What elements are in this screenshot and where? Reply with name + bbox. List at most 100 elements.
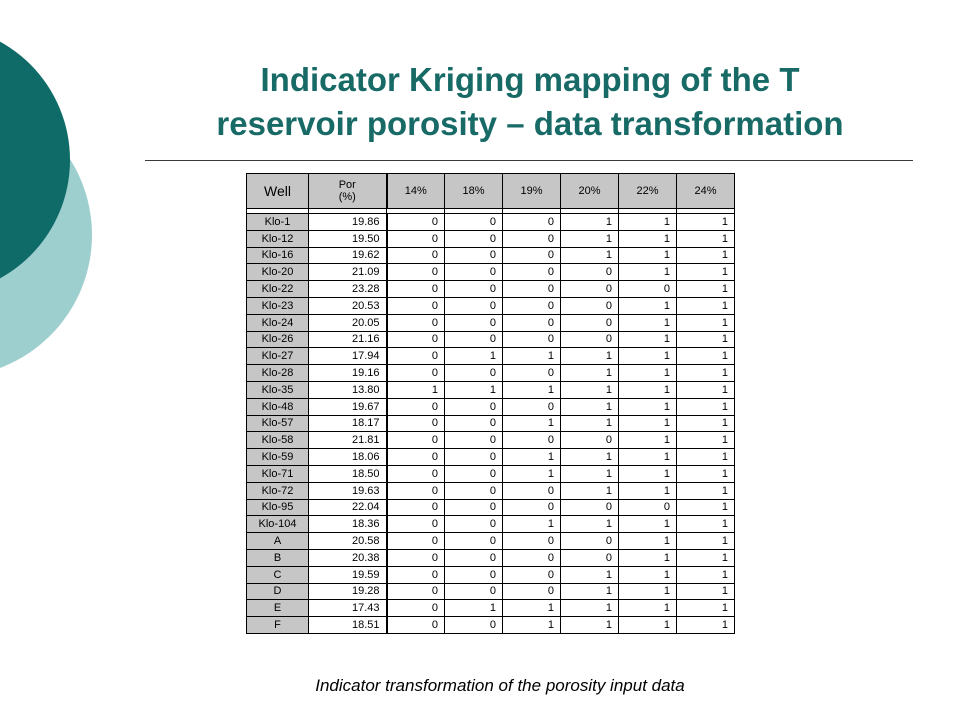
indicator-cell: 1 [676,246,735,265]
indicator-cell: 1 [502,347,561,366]
table-row: Klo-48 19.67 0 0 0 1 1 1 [246,397,735,416]
decorative-circles [0,41,92,368]
indicator-cell: 1 [444,599,503,618]
indicator-cell: 1 [618,515,677,534]
well-name-cell: Klo-24 [246,313,309,332]
indicator-cell: 0 [560,263,619,282]
indicator-cell: 1 [560,213,619,231]
indicator-cell: 0 [386,347,445,366]
porosity-cell: 18.51 [308,616,388,634]
porosity-cell: 19.62 [308,246,388,265]
well-name-cell: Klo-23 [246,296,309,315]
indicator-cell: 0 [386,414,445,433]
indicator-cell: 1 [676,548,735,567]
indicator-cell: 1 [618,616,677,634]
indicator-cell: 1 [676,565,735,584]
indicator-cell: 0 [618,498,677,517]
table-row: Klo-57 18.17 0 0 1 1 1 1 [246,414,735,433]
porosity-cell: 19.28 [308,582,388,601]
header-threshold: 20% [560,173,619,209]
well-name-cell: A [246,532,309,550]
porosity-cell: 18.36 [308,515,388,534]
porosity-cell: 18.17 [308,414,388,433]
table-row: Klo-16 19.62 0 0 0 1 1 1 [246,246,735,265]
indicator-cell: 0 [444,431,503,450]
indicator-cell: 1 [676,448,735,466]
indicator-cell: 1 [676,464,735,483]
indicator-cell: 1 [676,280,735,298]
indicator-cell: 1 [618,213,677,231]
indicator-cell: 0 [444,414,503,433]
indicator-cell: 1 [502,616,561,634]
well-name-cell: C [246,565,309,584]
indicator-cell: 0 [386,548,445,567]
indicator-cell: 0 [444,481,503,500]
porosity-cell: 19.59 [308,565,388,584]
indicator-cell: 1 [618,364,677,382]
indicator-cell: 1 [502,599,561,618]
indicator-table: Well Por (%) 14% 18% 19% 20% 22% 24% Klo… [246,173,735,634]
slide-title-line-1: Indicator Kriging mapping of the T [260,61,800,98]
title-divider [145,160,913,161]
indicator-cell: 0 [444,498,503,517]
indicator-cell: 0 [444,397,503,416]
indicator-cell: 0 [386,448,445,466]
indicator-cell: 0 [386,213,445,231]
porosity-cell: 19.63 [308,481,388,500]
porosity-cell: 19.16 [308,364,388,382]
indicator-cell: 1 [560,565,619,584]
indicator-cell: 1 [618,330,677,349]
indicator-cell: 1 [676,229,735,248]
indicator-cell: 1 [676,397,735,416]
indicator-cell: 0 [502,481,561,500]
table-row: Klo-71 18.50 0 0 1 1 1 1 [246,464,735,483]
table-row: Klo-23 20.53 0 0 0 0 1 1 [246,296,735,315]
indicator-cell: 0 [444,313,503,332]
indicator-cell: 1 [560,246,619,265]
well-name-cell: Klo-1 [246,213,309,231]
indicator-cell: 1 [618,397,677,416]
indicator-cell: 0 [386,599,445,618]
table-row: Klo-95 22.04 0 0 0 0 0 1 [246,498,735,517]
table-row: E 17.43 0 1 1 1 1 1 [246,599,735,618]
porosity-cell: 21.81 [308,431,388,450]
porosity-cell: 19.86 [308,213,388,231]
well-name-cell: Klo-27 [246,347,309,366]
table-row: Klo-35 13.80 1 1 1 1 1 1 [246,380,735,399]
header-porosity: Por (%) [308,173,388,209]
indicator-cell: 0 [444,448,503,466]
indicator-cell: 0 [386,481,445,500]
indicator-cell: 1 [560,380,619,399]
table-row: B 20.38 0 0 0 0 1 1 [246,548,735,567]
porosity-cell: 18.06 [308,448,388,466]
indicator-cell: 1 [676,213,735,231]
porosity-cell: 22.04 [308,498,388,517]
well-name-cell: Klo-59 [246,448,309,466]
indicator-cell: 1 [618,431,677,450]
indicator-cell: 0 [502,565,561,584]
indicator-cell: 0 [386,364,445,382]
well-name-cell: B [246,548,309,567]
well-name-cell: Klo-22 [246,280,309,298]
header-threshold: 22% [618,173,677,209]
gap-cell [676,208,735,214]
indicator-cell: 1 [618,565,677,584]
table-row: D 19.28 0 0 0 1 1 1 [246,582,735,601]
indicator-cell: 0 [560,330,619,349]
porosity-cell: 13.80 [308,380,388,399]
well-name-cell: D [246,582,309,601]
well-name-cell: Klo-104 [246,515,309,534]
indicator-cell: 1 [560,599,619,618]
indicator-cell: 1 [676,414,735,433]
indicator-cell: 0 [444,213,503,231]
indicator-cell: 0 [444,582,503,601]
header-threshold: 19% [502,173,561,209]
indicator-cell: 0 [386,330,445,349]
porosity-cell: 20.53 [308,296,388,315]
indicator-cell: 0 [444,263,503,282]
indicator-cell: 1 [444,380,503,399]
table-row: Klo-22 23.28 0 0 0 0 0 1 [246,280,735,298]
indicator-cell: 1 [618,481,677,500]
indicator-cell: 1 [502,515,561,534]
indicator-cell: 1 [560,229,619,248]
